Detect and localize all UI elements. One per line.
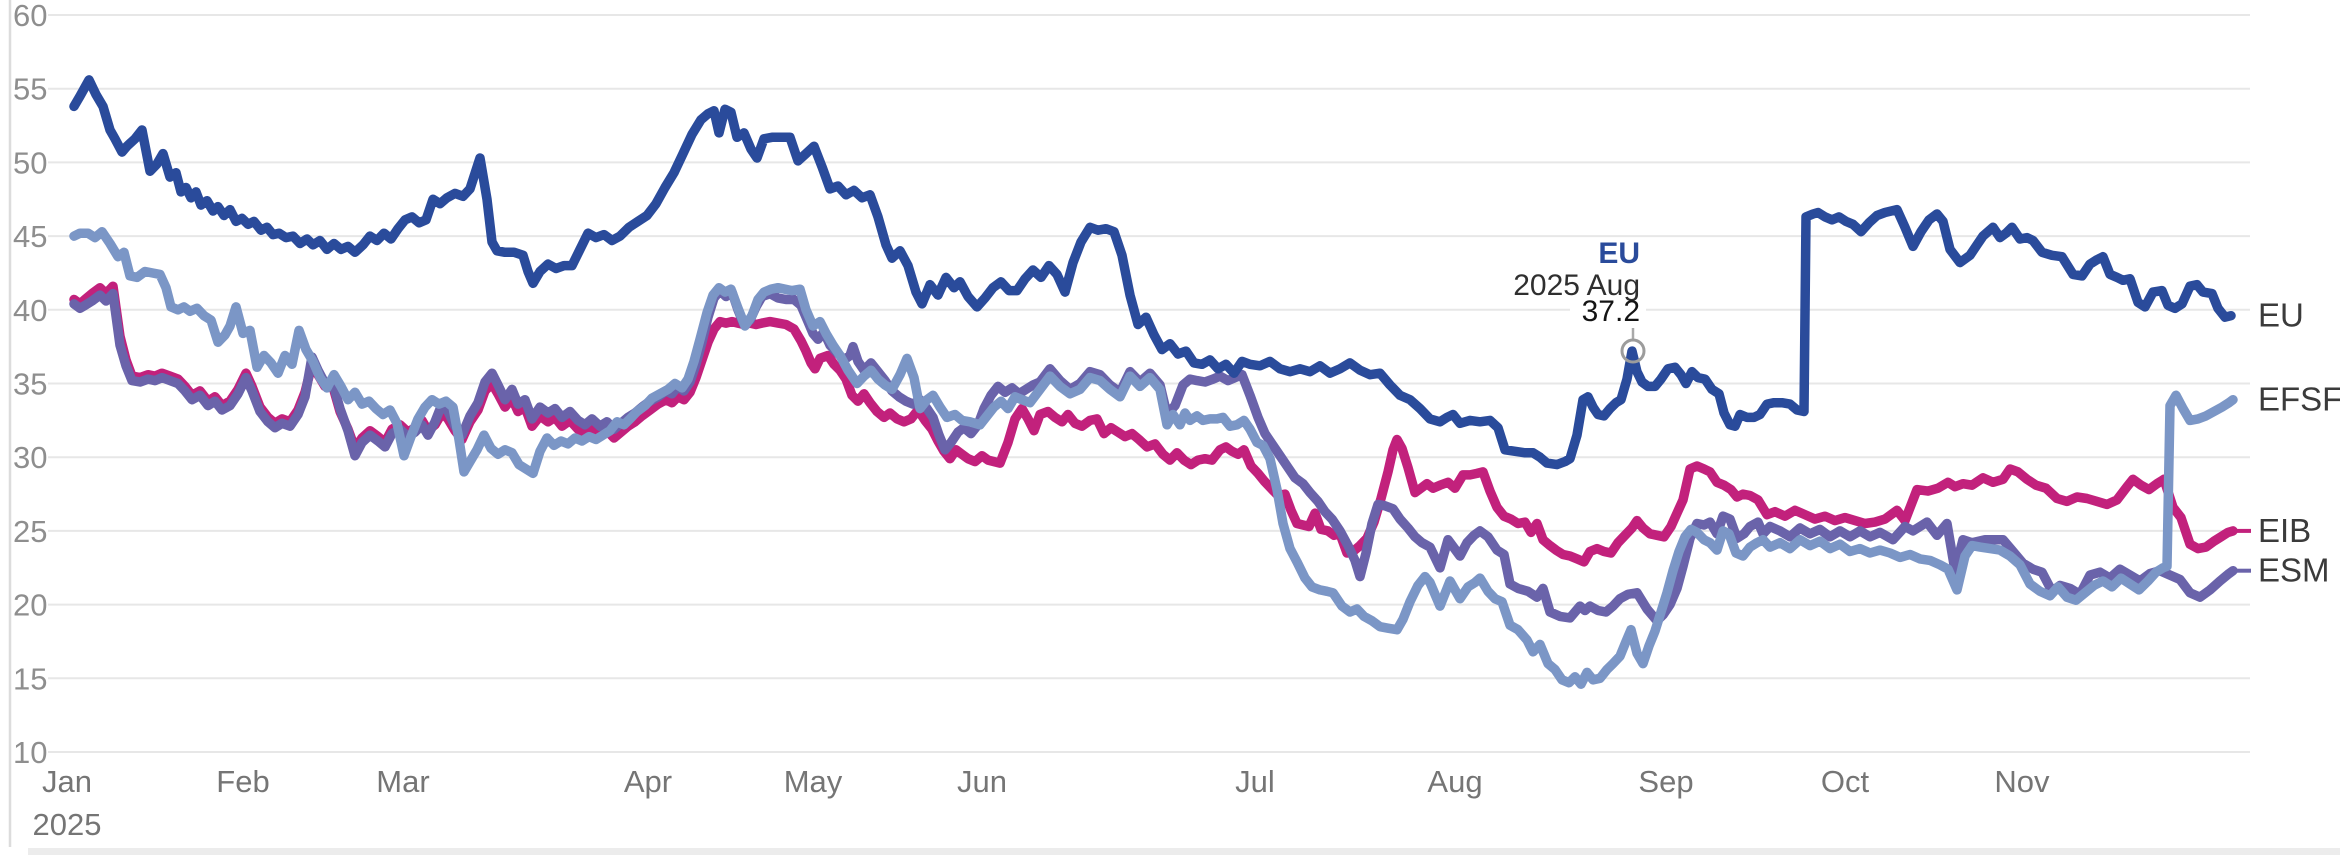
y-axis-tick-label: 10 (13, 735, 47, 770)
x-axis-tick-label: Mar (376, 764, 429, 799)
series-edge-label-efsf: EFSF (2258, 381, 2340, 418)
tooltip-bg-date (1488, 270, 1646, 300)
y-axis-tick-label: 50 (13, 145, 47, 180)
series-edge-label-eu: EU (2258, 297, 2304, 334)
series-lines[interactable] (69, 75, 2238, 689)
x-axis-tick-label: Oct (1821, 764, 1870, 799)
y-axis-tick-label: 15 (13, 661, 47, 696)
x-axis-tick-label: Feb (216, 764, 269, 799)
tooltip-bg-value (1570, 296, 1646, 326)
x-axis-labels: Jan 2025 Feb Mar Apr May Jun Jul Aug Sep Oct Nov (33, 764, 2051, 842)
x-axis-tick-label: May (784, 764, 843, 799)
series-line-efsf[interactable] (69, 226, 2238, 689)
x-axis-tick-label: Jun (957, 764, 1007, 799)
x-axis-tick-label: Jan (42, 764, 92, 799)
y-axis-tick-label: 35 (13, 367, 47, 402)
bottom-band (28, 848, 2340, 855)
series-edge-label-esm: ESM (2258, 552, 2330, 589)
y-axis-tick-label: 25 (13, 514, 47, 549)
x-axis-tick-label: Jul (1235, 764, 1275, 799)
tooltip-marker-ring (1620, 338, 1646, 364)
x-axis-year-label: 2025 (33, 807, 102, 842)
y-axis-tick-label: 40 (13, 293, 47, 328)
tooltip-date: 2025 Aug (1513, 269, 1640, 302)
y-axis-labels: 10 15 20 25 30 35 40 45 50 55 60 (13, 0, 47, 770)
x-axis-tick-label: Sep (1638, 764, 1693, 799)
y-axis-tick-label: 60 (13, 0, 47, 33)
x-axis-tick-label: Aug (1427, 764, 1482, 799)
x-axis-tick-label: Nov (1994, 764, 2050, 799)
tooltip-value: 37.2 (1582, 295, 1640, 328)
y-axis-tick-label: 20 (13, 588, 47, 623)
y-axis-tick-label: 55 (13, 72, 47, 107)
series-edge-label-eib: EIB (2258, 512, 2311, 549)
chart-tooltip: EU 2025 Aug 37.2 (1488, 237, 1646, 364)
tooltip-series-name: EU (1598, 237, 1640, 270)
series-line-eu[interactable] (69, 75, 2236, 470)
y-axis-tick-label: 45 (13, 219, 47, 254)
gridlines (48, 14, 2250, 753)
tooltip-bg-series (1582, 238, 1646, 268)
x-axis-tick-label: Apr (624, 764, 672, 799)
y-axis-tick-label: 30 (13, 440, 47, 475)
